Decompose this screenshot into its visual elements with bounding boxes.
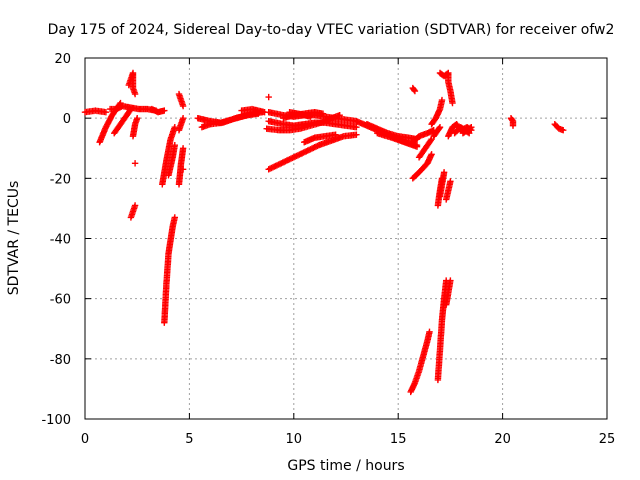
- x-tick-label: 25: [599, 432, 616, 447]
- y-axis-label: SDTVAR / TECUs: [6, 181, 22, 296]
- data-point: [440, 169, 448, 176]
- data-point: [307, 113, 314, 120]
- data-point: [428, 151, 435, 158]
- y-tick-label: -80: [50, 353, 71, 368]
- data-point: [509, 122, 517, 129]
- x-tick-label: 0: [81, 432, 89, 447]
- data-point: [447, 178, 454, 185]
- data-point: [171, 142, 178, 149]
- y-tick-label: -100: [41, 413, 71, 428]
- data-point: [102, 109, 110, 116]
- x-tick-label: 10: [286, 432, 303, 447]
- data-point: [413, 142, 421, 149]
- data-point: [336, 112, 343, 119]
- data-point: [438, 96, 446, 104]
- y-tick-label: -60: [50, 293, 71, 308]
- data-point: [179, 166, 187, 173]
- data-point: [447, 277, 454, 284]
- data-point: [426, 328, 433, 335]
- data-point: [467, 124, 474, 132]
- data-point: [126, 107, 134, 114]
- y-tick-label: 0: [63, 112, 71, 127]
- x-tick-label: 5: [185, 432, 193, 447]
- data-point: [131, 202, 139, 209]
- data-point: [353, 131, 360, 138]
- data-point: [127, 105, 135, 113]
- data-point: [468, 124, 475, 131]
- data-point: [411, 87, 419, 95]
- x-tick-label: 20: [494, 432, 511, 447]
- y-tick-labels: -100 -80 -60 -40 -20 0 20: [41, 52, 71, 428]
- axis-ticks: [84, 57, 608, 420]
- data-point: [131, 160, 139, 167]
- data-point: [427, 137, 434, 144]
- data-points: [81, 69, 567, 396]
- data-point: [332, 131, 339, 138]
- data-point: [179, 115, 187, 122]
- chart-title: Day 175 of 2024, Sidereal Day-to-day VTE…: [48, 22, 615, 38]
- data-point: [353, 124, 360, 131]
- data-point: [134, 115, 141, 122]
- data-point: [560, 127, 567, 134]
- y-tick-label: -20: [50, 172, 71, 187]
- data-point: [265, 93, 272, 101]
- data-point: [179, 145, 187, 152]
- data-point: [171, 214, 178, 221]
- data-point: [161, 107, 168, 114]
- x-tick-label: 15: [390, 432, 407, 447]
- x-tick-labels: 0 5 10 15 20 25: [81, 432, 615, 447]
- x-axis-label: GPS time / hours: [287, 458, 404, 474]
- y-tick-label: -40: [50, 233, 71, 248]
- data-point: [319, 110, 327, 117]
- data-point: [436, 124, 444, 131]
- data-point: [449, 99, 456, 107]
- y-tick-label: 20: [54, 52, 71, 67]
- data-point: [131, 90, 139, 98]
- data-point: [179, 102, 187, 110]
